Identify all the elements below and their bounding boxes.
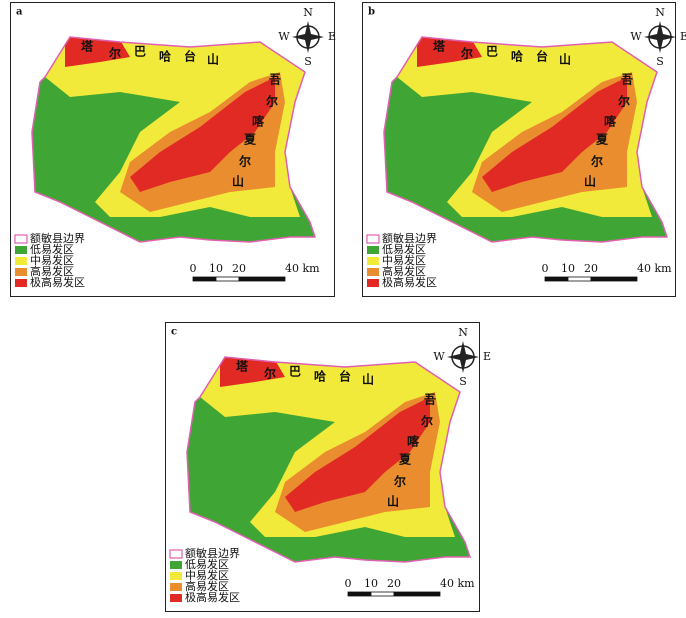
compass-letter: S xyxy=(459,375,467,388)
scale-label: 20 xyxy=(584,262,598,275)
range-label: 塔 xyxy=(81,39,94,54)
compass-letter: S xyxy=(304,55,312,68)
scale-segment xyxy=(348,592,371,596)
range-label: 喀 xyxy=(252,114,264,129)
legend-swatch xyxy=(367,268,379,276)
legend-swatch xyxy=(170,561,182,569)
compass-letter: N xyxy=(655,6,665,19)
scale-segment xyxy=(193,277,216,281)
range-label: 喀 xyxy=(604,114,616,129)
legend-swatch xyxy=(367,246,379,254)
scale-label: 10 xyxy=(209,262,223,275)
scale-segment xyxy=(239,277,285,281)
range-label: 夏 xyxy=(244,133,257,147)
range-label: 尔 xyxy=(264,366,276,381)
legend-swatch xyxy=(15,279,27,287)
compass-letter: W xyxy=(433,350,445,363)
range-label: 尔 xyxy=(394,474,406,489)
panel-label: c xyxy=(171,327,177,338)
scale-segment xyxy=(394,592,440,596)
scale-label: 10 xyxy=(561,262,575,275)
scale-label: 40 km xyxy=(285,262,320,275)
range-label: 尔 xyxy=(591,154,603,169)
range-label: 尔 xyxy=(421,414,433,429)
range-label: 尔 xyxy=(461,46,473,61)
range-label: 夏 xyxy=(596,133,609,147)
range-label: 塔 xyxy=(236,359,249,374)
legend-label: 极高易发区 xyxy=(382,275,437,289)
range-label: 夏 xyxy=(399,453,412,467)
legend-swatch xyxy=(367,257,379,265)
range-label: 台 xyxy=(184,49,196,64)
legend-label: 极高易发区 xyxy=(30,275,85,289)
scale-segment xyxy=(216,277,239,281)
compass-letter: N xyxy=(303,6,313,19)
compass-letter: E xyxy=(328,30,336,43)
compass-letter: E xyxy=(680,30,686,43)
scale-segment xyxy=(545,277,568,281)
panel-label: a xyxy=(16,7,23,18)
panel-label: b xyxy=(368,7,375,18)
legend-swatch xyxy=(170,594,182,602)
compass-letter: W xyxy=(278,30,290,43)
legend-label: 极高易发区 xyxy=(185,590,240,604)
legend-swatch xyxy=(367,279,379,287)
range-label: 山 xyxy=(559,52,571,67)
range-label: 台 xyxy=(536,49,548,64)
range-label: 哈 xyxy=(314,369,326,384)
range-label: 吾 xyxy=(269,72,281,87)
scale-label: 20 xyxy=(387,577,401,590)
legend-swatch xyxy=(170,550,182,558)
range-label: 吾 xyxy=(424,392,436,407)
range-label: 山 xyxy=(387,494,399,509)
legend-swatch xyxy=(367,235,379,243)
scale-label: 40 km xyxy=(637,262,672,275)
legend-swatch xyxy=(15,268,27,276)
compass-letter: N xyxy=(458,326,468,339)
compass-letter: S xyxy=(656,55,664,68)
scale-label: 0 xyxy=(542,262,549,275)
legend-swatch xyxy=(15,246,27,254)
range-label: 山 xyxy=(232,174,244,189)
scale-segment xyxy=(568,277,591,281)
range-label: 山 xyxy=(207,52,219,67)
scale-label: 10 xyxy=(364,577,378,590)
range-label: 尔 xyxy=(618,94,630,109)
range-label: 喀 xyxy=(407,434,419,449)
range-label: 巴 xyxy=(289,365,301,379)
range-label: 尔 xyxy=(109,46,121,61)
scale-label: 0 xyxy=(190,262,197,275)
legend-swatch xyxy=(170,583,182,591)
scale-segment xyxy=(591,277,637,281)
compass-letter: E xyxy=(483,350,491,363)
scale-label: 0 xyxy=(345,577,352,590)
range-label: 吾 xyxy=(621,72,633,87)
range-label: 尔 xyxy=(266,94,278,109)
scale-label: 40 km xyxy=(440,577,475,590)
legend-swatch xyxy=(15,235,27,243)
range-label: 哈 xyxy=(511,49,523,64)
scale-label: 20 xyxy=(232,262,246,275)
range-label: 巴 xyxy=(486,45,498,59)
range-label: 山 xyxy=(584,174,596,189)
range-label: 山 xyxy=(362,372,374,387)
range-label: 台 xyxy=(339,369,351,384)
legend-swatch xyxy=(15,257,27,265)
scale-segment xyxy=(371,592,394,596)
range-label: 塔 xyxy=(433,39,446,54)
range-label: 哈 xyxy=(159,49,171,64)
range-label: 尔 xyxy=(239,154,251,169)
range-label: 巴 xyxy=(134,45,146,59)
legend-swatch xyxy=(170,572,182,580)
compass-letter: W xyxy=(630,30,642,43)
